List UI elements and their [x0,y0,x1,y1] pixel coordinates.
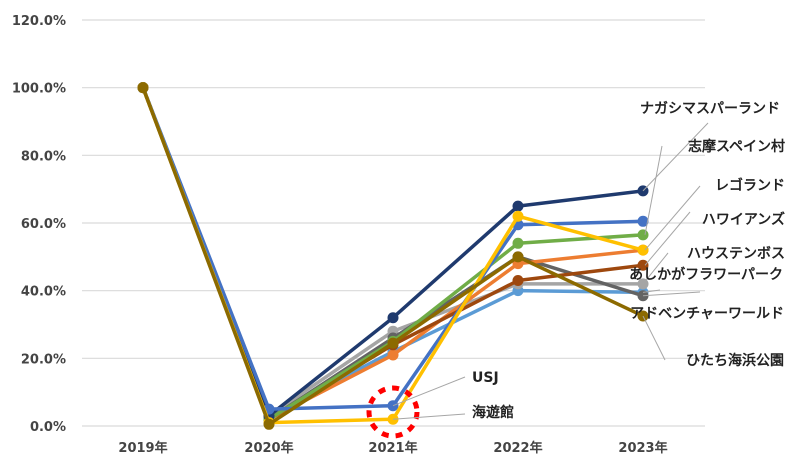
series-label: 志摩スペイン村 [688,138,785,155]
x-tick-label: 2020年 [244,440,293,456]
x-tick-label: 2022年 [493,440,542,456]
y-axis-ticks: 0.0% 20.0% 40.0% 60.0% 80.0% 100.0% 120.0% [12,14,66,435]
series-line [141,87,644,421]
leader-line [642,122,709,192]
leader-line [644,145,663,235]
series-label: USJ [472,370,499,386]
series-line [141,87,644,411]
series-line [141,87,643,418]
series-line [141,87,644,418]
series-3 [137,82,649,425]
data-point [387,349,399,361]
series-line [141,87,644,425]
data-point [512,275,524,287]
x-tick-label: 2021年 [368,440,417,456]
x-tick-label: 2023年 [618,440,667,456]
series-label: ひたち海浜公園 [686,352,784,369]
leader-line [642,315,666,361]
y-tick-label: 40.0% [21,285,66,300]
series-line [141,87,644,421]
series-line [141,87,644,427]
y-tick-label: 0.0% [30,420,66,435]
leader-line [644,185,701,251]
data-point [637,259,649,271]
series-9 [137,82,649,429]
series-label: ハウステンボス [687,246,785,262]
y-tick-label: 120.0% [12,14,66,29]
data-point [637,244,649,256]
y-tick-label: 20.0% [21,352,66,367]
series-6 [137,82,649,425]
data-point [387,312,399,324]
series-line [141,87,644,418]
leader-line [392,376,466,407]
series-1 [137,82,649,425]
data-point [137,82,149,94]
data-point [512,200,524,212]
leader-line [392,413,466,420]
series-4 [137,82,649,422]
leader-line [642,252,669,285]
series-labels: ナガシマスパーランド志摩スペイン村レゴランドハワイアンズハウステンボスあしかがフ… [472,101,785,421]
y-tick-label: 60.0% [21,217,66,232]
series-8 [137,82,649,415]
data-point [637,215,649,227]
series-0 [137,82,649,422]
series-line [141,87,644,421]
series-label: ハワイアンズ [702,211,785,228]
leader-line [642,289,661,293]
data-point [263,418,275,430]
x-axis-ticks: 2019年 2020年 2021年 2022年 2023年 [118,440,667,456]
gridlines [82,19,705,427]
series-7 [137,82,649,430]
series-line [141,87,644,421]
series-5 [137,82,649,422]
dashed-circle [366,385,420,439]
y-tick-label: 100.0% [12,82,66,97]
x-tick-label: 2019年 [118,440,167,456]
data-point [387,337,399,349]
data-point [512,210,524,222]
highlight-circle [366,385,420,439]
data-point [512,251,524,263]
y-tick-label: 80.0% [21,149,66,164]
series-lines [137,82,649,430]
series-label: ナガシマスパーランド [640,101,780,117]
series-label: アドベンチャーワールド [630,306,784,322]
leader-line [642,291,701,297]
leader-line [644,211,691,266]
data-point [637,229,649,241]
series-label: 海遊館 [472,404,514,421]
series-label: レゴランド [715,177,785,194]
label-leader-lines [392,122,709,420]
data-point [512,237,524,249]
series-label: あしかがフラワーパーク [629,266,783,283]
series-2 [137,82,649,425]
